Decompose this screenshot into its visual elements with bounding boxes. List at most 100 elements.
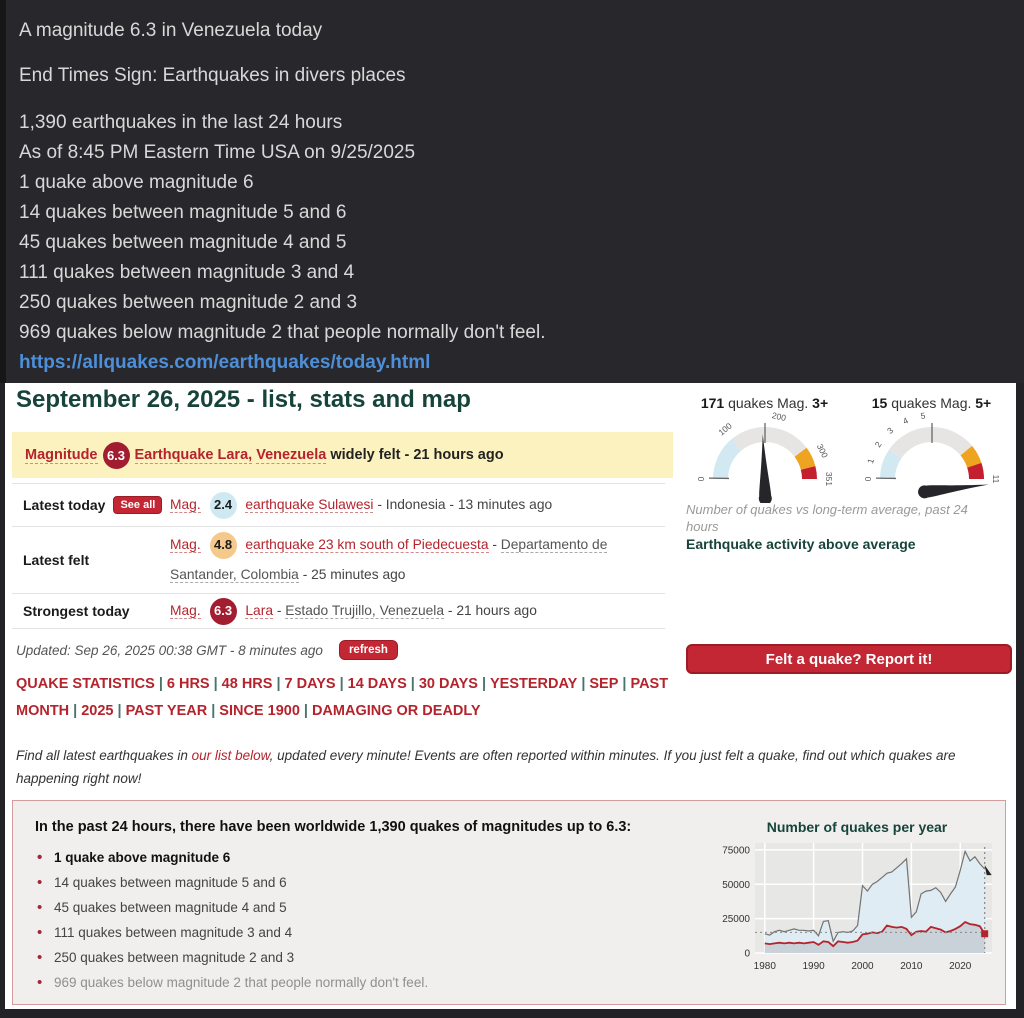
row-label: Strongest today xyxy=(12,603,170,619)
stats-box-heading: In the past 24 hours, there have been wo… xyxy=(35,819,632,835)
gauge-mag5plus: 15 quakes Mag. 5+ 0 1 2 3 4 5 11 xyxy=(848,395,1015,508)
post-stat-line: 1 quake above magnitude 6 xyxy=(19,172,254,193)
svg-text:2020: 2020 xyxy=(949,961,972,972)
gauge-value: 15 xyxy=(871,395,888,411)
svg-text:50000: 50000 xyxy=(722,880,750,891)
row-content: Mag. 2.4 earthquake Sulawesi - Indonesia… xyxy=(170,490,552,520)
post-stat-line: As of 8:45 PM Eastern Time USA on 9/25/2… xyxy=(19,142,416,163)
separator: | xyxy=(73,703,78,719)
region-link[interactable]: Venezuela xyxy=(256,446,327,464)
post-stat-line: 14 quakes between magnitude 5 and 6 xyxy=(19,202,347,223)
stat-link-14-days[interactable]: 14 DAYS xyxy=(347,676,407,692)
row-label-text: Latest today xyxy=(23,497,106,513)
separator: | xyxy=(410,676,415,692)
stat-link-sep[interactable]: SEP xyxy=(589,676,619,692)
post-stat-line: 969 quakes below magnitude 2 that people… xyxy=(19,322,546,343)
post-stat-line: 111 quakes between magnitude 3 and 4 xyxy=(19,262,355,283)
post-stat-line: 1,390 earthquakes in the last 24 hours xyxy=(19,112,343,133)
gauge-dial: 0 1 234 5 11 xyxy=(863,410,1001,499)
stats-bullet-item: 111 quakes between magnitude 3 and 4 xyxy=(37,920,428,945)
mag-link[interactable]: Mag. xyxy=(170,603,201,619)
region-link[interactable]: Departamento de Santander, Colombia xyxy=(170,537,608,583)
refresh-button[interactable]: refresh xyxy=(338,640,398,660)
post-url-link[interactable]: https://allquakes.com/earthquakes/today.… xyxy=(19,352,431,373)
magnitude-badge: 4.8 xyxy=(209,531,237,559)
page-title: September 26, 2025 - list, stats and map xyxy=(16,386,471,413)
svg-text:75000: 75000 xyxy=(722,845,750,856)
our-list-below-link[interactable]: our list below xyxy=(191,748,270,763)
magnitude-badge: 2.4 xyxy=(209,491,237,519)
stat-link-2025[interactable]: 2025 xyxy=(81,703,114,719)
intro-paragraph: Find all latest earthquakes in our list … xyxy=(16,744,1008,790)
quake-link[interactable]: earthquake Sulawesi xyxy=(245,497,374,513)
gauge-title: 15 quakes Mag. 5+ xyxy=(848,395,1015,411)
stats-bullet-item: 45 quakes between magnitude 4 and 5 xyxy=(37,895,428,920)
stats-bullet-item: 250 quakes between magnitude 2 and 3 xyxy=(37,945,428,970)
stats-bullet-item: 1 quake above magnitude 6 xyxy=(37,845,428,870)
row-rest: - 25 minutes ago xyxy=(302,567,406,582)
row-rest: - Indonesia - 13 minutes ago xyxy=(377,497,553,512)
stat-link-quake-statistics[interactable]: QUAKE STATISTICS xyxy=(16,676,155,692)
intro-before: Find all latest earthquakes in xyxy=(16,748,192,763)
stat-link-6-hrs[interactable]: 6 HRS xyxy=(166,676,210,692)
svg-text:300: 300 xyxy=(814,442,829,459)
mag-link[interactable]: Mag. xyxy=(170,497,201,513)
quake-link[interactable]: earthquake 23 km south of Piedecuesta xyxy=(245,537,489,553)
chart-title: Number of quakes per year xyxy=(766,819,948,835)
gauge-label: quakes Mag. xyxy=(887,395,976,411)
post-title: A magnitude 6.3 in Venezuela today xyxy=(19,20,323,41)
svg-text:0: 0 xyxy=(744,949,750,960)
svg-text:2: 2 xyxy=(872,439,883,449)
svg-text:5: 5 xyxy=(919,411,925,421)
svg-text:1990: 1990 xyxy=(803,961,826,972)
row-rest: - 21 hours ago xyxy=(447,603,537,618)
separator: | xyxy=(213,676,218,692)
stat-link-yesterday[interactable]: YESTERDAY xyxy=(490,676,578,692)
stats-bullet-list: 1 quake above magnitude 614 quakes betwe… xyxy=(37,845,428,995)
activity-gauges: 171 quakes Mag. 3+ 0 100 200 300 351 15 quak… xyxy=(681,395,1015,508)
separator: | xyxy=(211,703,216,719)
allquakes-page: September 26, 2025 - list, stats and map… xyxy=(5,383,1016,1009)
stat-link-since-1900[interactable]: SINCE 1900 xyxy=(219,703,300,719)
svg-text:11: 11 xyxy=(991,475,1001,484)
quakes-per-year-chart: Number of quakes per year 0 25000 50000 750… xyxy=(707,805,1007,1001)
featured-quake-banner[interactable]: Magnitude 6.3 Earthquake Lara, Venezuela… xyxy=(12,432,673,478)
post-stat-line: 250 quakes between magnitude 2 and 3 xyxy=(19,292,358,313)
separator: | xyxy=(117,703,122,719)
stats-bullet-item: 969 quakes below magnitude 2 that people… xyxy=(37,970,428,995)
separator: | xyxy=(303,703,308,719)
quake-link[interactable]: Lara xyxy=(245,603,273,619)
magnitude-link[interactable]: Magnitude xyxy=(25,446,98,464)
row-content: Mag. 6.3 Lara - Estado Trujillo, Venezue… xyxy=(170,596,537,626)
row-label-text: Latest felt xyxy=(23,552,90,568)
stat-link-past-month[interactable]: PAST MONTH xyxy=(16,676,669,719)
stat-link-past-year[interactable]: PAST YEAR xyxy=(125,703,208,719)
stat-link-48-hrs[interactable]: 48 HRS xyxy=(221,676,273,692)
table-row-strongest-today: Strongest today Mag. 6.3 Lara - Estado T… xyxy=(12,594,665,629)
forum-post: A magnitude 6.3 in Venezuela today End T… xyxy=(0,0,1024,383)
separator: | xyxy=(622,676,627,692)
svg-text:200: 200 xyxy=(770,411,786,423)
svg-text:1980: 1980 xyxy=(754,961,777,972)
latest-quakes-table: Latest today See all Mag. 2.4 earthquake… xyxy=(12,483,665,629)
gauge-title: 171 quakes Mag. 3+ xyxy=(681,395,848,411)
chart-plot: 0 25000 50000 75000 1980 1990 2000 2010 2020 xyxy=(722,843,992,972)
report-quake-button[interactable]: Felt a quake? Report it! xyxy=(686,644,1012,674)
table-row-latest-today: Latest today See all Mag. 2.4 earthquake… xyxy=(12,484,665,527)
see-all-button[interactable]: See all xyxy=(113,496,163,514)
magnitude-badge: 6.3 xyxy=(102,441,130,469)
quake-link[interactable]: Earthquake Lara, xyxy=(134,446,253,464)
post-subtitle: End Times Sign: Earthquakes in divers pl… xyxy=(19,65,406,86)
row-label-text: Strongest today xyxy=(23,603,130,619)
gauge-suffix: 3+ xyxy=(812,395,829,411)
mag-link[interactable]: Mag. xyxy=(170,537,201,553)
activity-status: Earthquake activity above average xyxy=(686,536,916,552)
gauge-value: 171 xyxy=(700,395,725,411)
stat-link-damaging-or-deadly[interactable]: DAMAGING OR DEADLY xyxy=(311,703,481,719)
stat-link-30-days[interactable]: 30 DAYS xyxy=(418,676,478,692)
gauge-caption: Number of quakes vs long-term average, p… xyxy=(686,502,968,534)
stat-link-7-days[interactable]: 7 DAYS xyxy=(284,676,336,692)
updated-text: Updated: Sep 26, 2025 00:38 GMT - 8 minu… xyxy=(16,642,323,658)
region-link[interactable]: Estado Trujillo, Venezuela xyxy=(285,603,445,619)
gauge-dial: 0 100 200 300 351 xyxy=(696,410,834,505)
